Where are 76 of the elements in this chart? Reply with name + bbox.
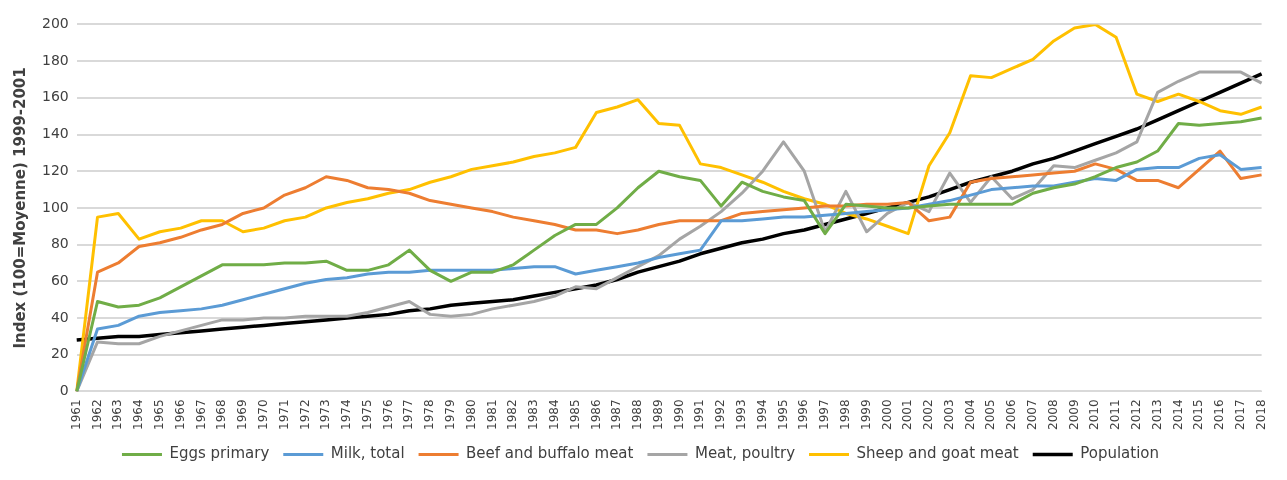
x-tick-label: 1967 [193,399,208,431]
x-tick-label: 2004 [962,399,977,431]
x-tick-label: 1964 [131,399,146,431]
y-axis-title: Index (100=Moyenne) 1999-2001 [10,67,29,349]
x-tick-label: 2012 [1129,399,1143,431]
x-tick-label: 1996 [796,399,811,431]
x-tick-label: 1990 [671,399,686,431]
x-tick-label: 2001 [900,399,915,431]
x-tick-label: 1999 [858,399,873,431]
x-tick-label: 1997 [817,399,832,431]
x-tick-label: 1970 [255,399,270,431]
x-tick-label: 2009 [1066,399,1081,431]
y-tick-label: 0 [59,382,69,399]
y-tick-label: 20 [50,345,69,362]
x-tick-label: 2007 [1025,399,1040,431]
y-tick-label: 100 [41,198,69,215]
x-tick-label: 1979 [443,399,458,431]
x-tick-label: 1976 [380,399,395,431]
x-tick-label: 1993 [734,399,749,431]
legend-label: Milk, total [330,444,405,463]
x-tick-label: 1988 [630,399,645,431]
x-tick-label: 2005 [983,399,998,431]
y-tick-label: 40 [50,308,69,325]
legend-label: Meat, poultry [694,444,796,463]
x-tick-label: 2018 [1253,399,1268,431]
x-tick-label: 2003 [941,399,956,431]
x-tick-label: 1965 [152,399,166,431]
x-tick-label: 1972 [297,399,312,431]
x-tick-label: 2011 [1108,399,1123,431]
x-tick-label: 1971 [276,399,291,431]
y-tick-label: 80 [50,235,69,252]
y-tick-label: 160 [41,88,69,105]
x-tick-label: 1994 [754,399,769,431]
x-tick-label: 1992 [713,399,728,431]
x-tick-label: 1998 [837,399,852,431]
x-tick-label: 1975 [359,399,374,431]
legend-label: Population [1080,444,1160,463]
x-tick-label: 1962 [89,399,104,431]
x-tick-label: 1968 [214,399,229,431]
x-tick-label: 1969 [235,399,250,431]
x-tick-label: 2006 [1004,399,1019,431]
x-tick-label: 1981 [484,399,499,431]
y-tick-label: 200 [41,15,69,32]
x-tick-label: 2010 [1087,399,1102,431]
x-tick-label: 1987 [609,399,624,431]
legend-label: Sheep and goat meat [856,444,1019,463]
x-tick-label: 2013 [1149,399,1164,431]
x-tick-label: 1966 [172,399,187,431]
x-tick-label: 2000 [879,399,894,431]
x-tick-label: 1985 [567,399,582,431]
x-tick-label: 1995 [775,399,790,431]
legend-label: Beef and buffalo meat [466,444,634,463]
x-tick-label: 1982 [505,399,520,431]
x-tick-label: 1991 [692,399,707,431]
x-tick-label: 1983 [526,399,541,431]
y-tick-label: 60 [50,271,69,288]
x-tick-label: 1980 [463,399,478,431]
x-tick-label: 2017 [1232,399,1247,431]
x-tick-label: 2002 [921,399,936,431]
x-tick-label: 2008 [1045,399,1060,431]
x-tick-label: 2014 [1170,399,1185,431]
x-tick-label: 2015 [1191,399,1206,431]
x-tick-label: 1986 [588,399,603,431]
x-tick-label: 1978 [422,399,437,431]
x-tick-label: 1989 [650,399,665,431]
x-tick-label: 1984 [546,399,561,431]
x-tick-label: 1973 [318,399,333,431]
y-tick-label: 120 [41,161,69,178]
x-tick-label: 1977 [401,399,416,431]
x-tick-label: 1974 [339,399,354,431]
x-tick-label: 2016 [1212,399,1227,431]
x-tick-label: 1961 [68,399,83,431]
legend-label: Eggs primary [169,444,270,463]
y-tick-label: 140 [41,125,69,142]
x-tick-label: 1963 [110,399,125,431]
y-tick-label: 180 [41,51,69,68]
